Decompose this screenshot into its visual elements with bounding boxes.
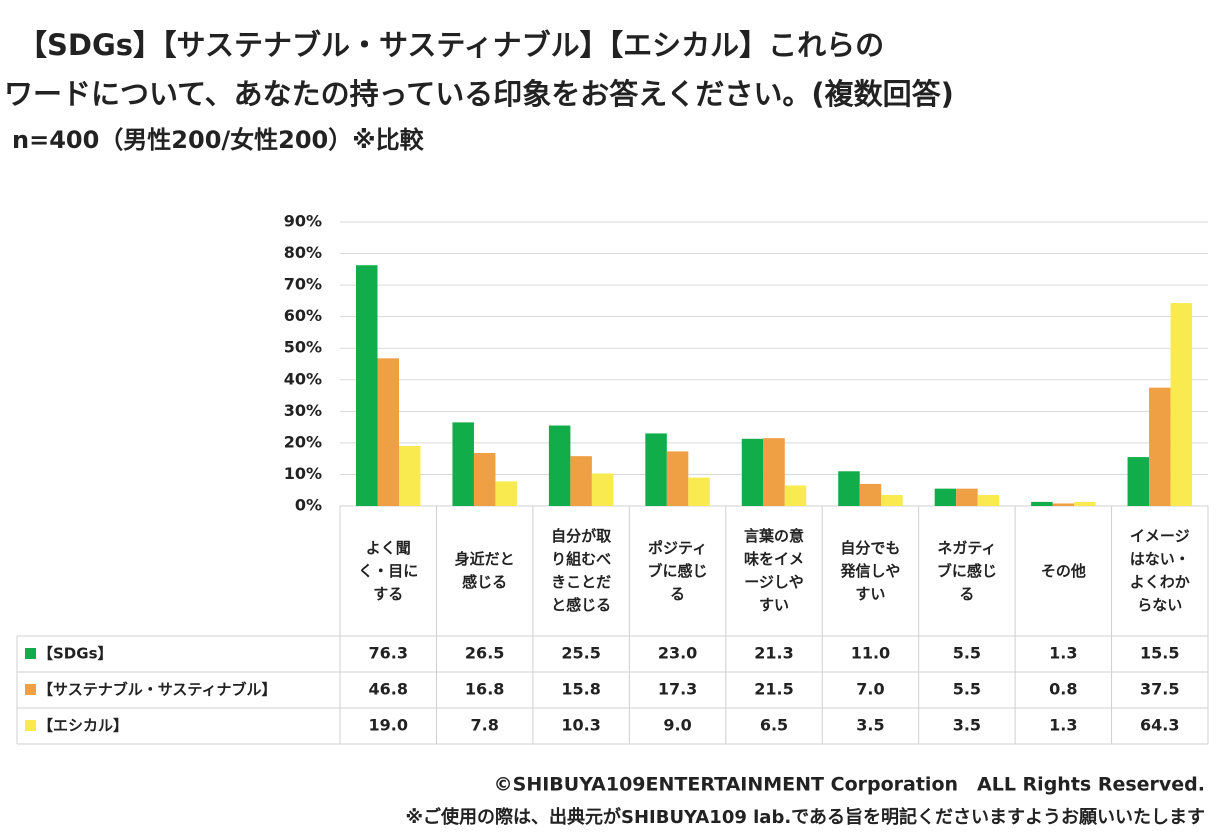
bar [666, 451, 689, 506]
bar [377, 358, 399, 506]
value-label: 10.3 [561, 716, 600, 735]
value-label: 21.5 [754, 680, 793, 699]
bar [495, 481, 517, 506]
x-tick-text: 自分でも発信しやすい [840, 538, 901, 603]
value-label: 19.0 [368, 716, 407, 735]
chart-title: 【SDGs】【サステナブル・サスティナブル】【エシカル】これらの [18, 28, 884, 62]
bar [645, 433, 667, 506]
value-label: 76.3 [368, 644, 407, 663]
value-label: 15.5 [1140, 644, 1179, 663]
value-label: 3.5 [953, 716, 981, 735]
value-label: 15.8 [561, 680, 600, 699]
y-tick-label: 60% [284, 306, 322, 325]
legend-swatch [25, 684, 36, 695]
value-label: 1.3 [1049, 716, 1077, 735]
value-label: 5.5 [953, 680, 981, 699]
bar [473, 452, 496, 506]
bar [452, 422, 474, 506]
bar [956, 488, 978, 506]
x-tick-label: 自分が取り組むべきことだと感じる [533, 506, 629, 636]
bar [356, 265, 378, 506]
bar [859, 483, 882, 506]
x-tick-label: 自分でも発信しやすい [822, 506, 918, 636]
bar [741, 438, 764, 506]
y-tick-label: 20% [284, 432, 322, 451]
legend-label: 【サステナブル・サスティナブル】 [38, 681, 277, 699]
x-tick-text: イメージはない・よくわからない [1129, 527, 1190, 614]
value-label: 9.0 [663, 716, 691, 735]
y-tick-label: 10% [284, 464, 322, 483]
legend-label: 【エシカル】 [38, 717, 128, 735]
chart-title: ワードについて、あなたの持っている印象をお答えください。(複数回答) [4, 77, 954, 111]
x-tick-label: ネガティブに感じる [919, 506, 1015, 636]
legend-label: 【SDGs】 [38, 645, 113, 663]
bar [1170, 303, 1193, 506]
x-tick-label: イメージはない・よくわからない [1112, 506, 1208, 636]
bar [1149, 387, 1171, 506]
value-label: 64.3 [1140, 716, 1179, 735]
y-tick-label: 30% [284, 401, 322, 420]
value-label: 26.5 [465, 644, 504, 663]
y-tick-label: 40% [284, 369, 322, 388]
legend-swatch [25, 648, 36, 659]
bar [934, 488, 957, 506]
x-tick-text: ネガティブに感じる [936, 538, 997, 603]
value-label: 1.3 [1049, 644, 1077, 663]
x-tick-label: その他 [1015, 506, 1111, 636]
value-label: 23.0 [658, 644, 697, 663]
chart-subtitle: n=400（男性200/女性200）※比較 [12, 126, 425, 154]
value-label: 46.8 [368, 680, 407, 699]
x-tick-text: その他 [1040, 561, 1086, 580]
legend-swatch [25, 720, 36, 731]
copyright: ©SHIBUYA109ENTERTAINMENT Corporation ALL… [494, 774, 1205, 796]
bar [1031, 501, 1053, 506]
value-label: 11.0 [851, 644, 890, 663]
x-tick-text: 言葉の意味をイメージしやすい [743, 527, 804, 614]
x-tick-label: ポジティブに感じる [629, 506, 725, 636]
value-label: 0.8 [1049, 680, 1077, 699]
value-label: 5.5 [953, 644, 981, 663]
bar [570, 456, 592, 506]
y-tick-label: 70% [284, 275, 322, 294]
bar [1052, 503, 1075, 506]
value-label: 37.5 [1140, 680, 1179, 699]
note: ※ご使用の際は、出典元がSHIBUYA109 lab.である旨を明記くださいます… [406, 806, 1206, 828]
value-label: 25.5 [561, 644, 600, 663]
x-tick-text: 身近だと感じる [454, 550, 515, 591]
bar [763, 438, 785, 506]
bar [1074, 501, 1096, 506]
y-tick-label: 80% [284, 243, 322, 262]
x-tick-text: ポジティブに感じる [647, 538, 708, 603]
y-tick-label: 50% [284, 338, 322, 357]
x-tick-text: 自分が取り組むべきことだと感じる [551, 527, 612, 614]
bar [399, 446, 421, 506]
value-label: 16.8 [465, 680, 504, 699]
value-label: 6.5 [760, 716, 788, 735]
bar [784, 485, 807, 506]
x-tick-label: 身近だと感じる [436, 506, 532, 636]
bar [838, 471, 860, 506]
value-label: 7.8 [470, 716, 498, 735]
x-tick-text: よく聞く・目にする [358, 538, 419, 603]
bar [688, 477, 710, 506]
x-tick-label: よく聞く・目にする [340, 506, 436, 636]
value-label: 21.3 [754, 644, 793, 663]
bar [1127, 457, 1150, 506]
y-tick-label: 90% [284, 212, 322, 231]
bar [591, 473, 614, 506]
bar [881, 494, 903, 506]
x-tick-label: 言葉の意味をイメージしやすい [726, 506, 822, 636]
bar [977, 494, 1000, 506]
bar [548, 425, 571, 506]
value-label: 17.3 [658, 680, 697, 699]
value-label: 7.0 [856, 680, 884, 699]
value-label: 3.5 [856, 716, 884, 735]
y-tick-label: 0% [295, 496, 322, 515]
